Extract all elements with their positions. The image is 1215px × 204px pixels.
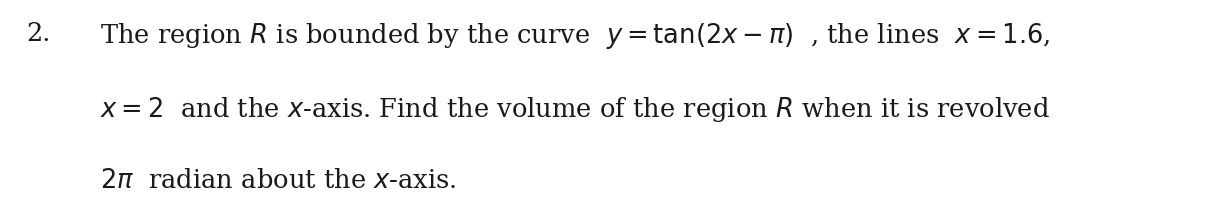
Text: The region $R$ is bounded by the curve  $y=\mathrm{tan}\left(2x-\pi\right)$  , t: The region $R$ is bounded by the curve $… — [100, 21, 1050, 51]
Text: 2.: 2. — [27, 21, 51, 47]
Text: $x=2$  and the $x$-axis. Find the volume of the region $R$ when it is revolved: $x=2$ and the $x$-axis. Find the volume … — [100, 95, 1050, 124]
Text: $2\pi$  radian about the $x$-axis.: $2\pi$ radian about the $x$-axis. — [100, 168, 456, 193]
